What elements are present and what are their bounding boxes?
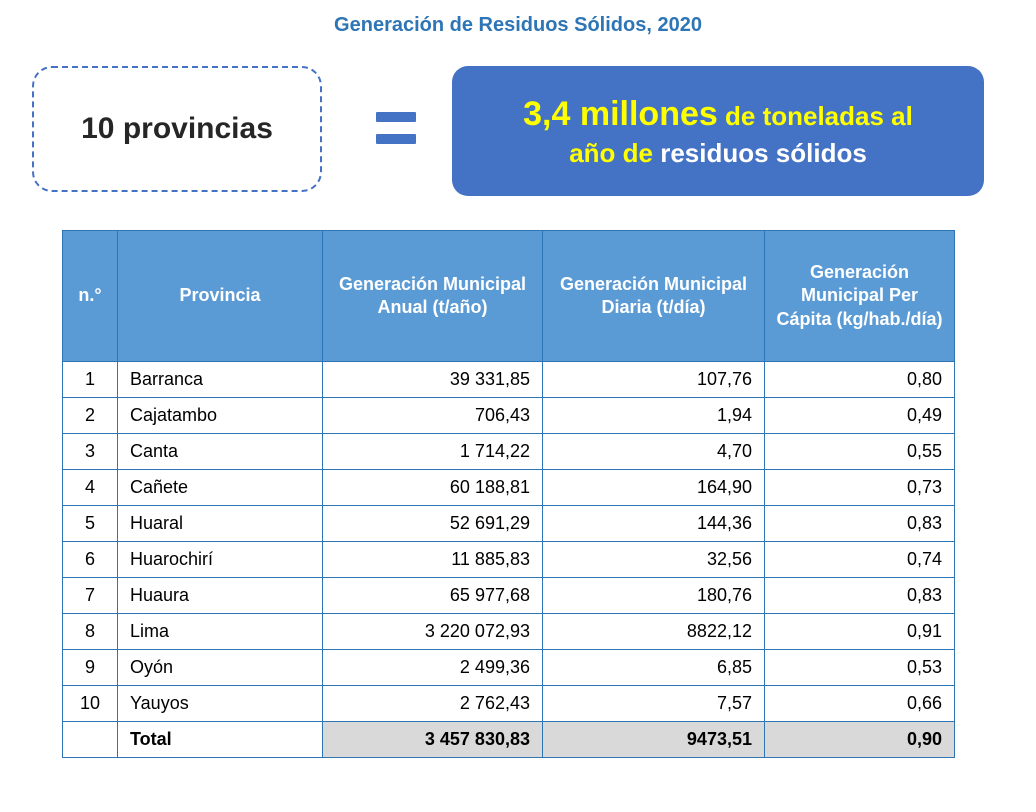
cell-percapita: 0,91 xyxy=(764,613,955,650)
cell-percapita: 0,66 xyxy=(764,685,955,722)
result-text-3: residuos sólidos xyxy=(652,138,867,168)
result-text-1: de toneladas al xyxy=(717,100,913,131)
cell-diaria: 4,70 xyxy=(542,433,765,470)
result-text-2: año de xyxy=(569,138,653,168)
cell-number: 5 xyxy=(62,505,118,542)
equals-bar-bottom xyxy=(376,134,416,144)
cell-percapita: 0,83 xyxy=(764,577,955,614)
cell-total-diaria: 9473,51 xyxy=(542,721,765,758)
table-row: 2 Cajatambo 706,43 1,94 0,49 xyxy=(62,397,955,434)
cell-percapita: 0,73 xyxy=(764,469,955,506)
cell-percapita: 0,49 xyxy=(764,397,955,434)
cell-number: 1 xyxy=(62,361,118,398)
table-row: 4 Cañete 60 188,81 164,90 0,73 xyxy=(62,469,955,506)
cell-anual: 706,43 xyxy=(322,397,543,434)
cell-provincia: Barranca xyxy=(117,361,323,398)
header-percapita: Generación Municipal Per Cápita (kg/hab.… xyxy=(764,230,955,362)
cell-anual: 11 885,83 xyxy=(322,541,543,578)
result-box: 3,4 millones de toneladas al año de resi… xyxy=(452,66,984,196)
cell-number: 2 xyxy=(62,397,118,434)
cell-diaria: 164,90 xyxy=(542,469,765,506)
cell-diaria: 180,76 xyxy=(542,577,765,614)
table-total-row: Total 3 457 830,83 9473,51 0,90 xyxy=(62,721,955,758)
cell-total-label: Total xyxy=(117,721,323,758)
result-amount: 3,4 millones xyxy=(523,94,718,133)
table-header-row: n.° Provincia Generación Municipal Anual… xyxy=(62,230,955,362)
cell-percapita: 0,53 xyxy=(764,649,955,686)
cell-diaria: 7,57 xyxy=(542,685,765,722)
cell-anual: 39 331,85 xyxy=(322,361,543,398)
table-row: 6 Huarochirí 11 885,83 32,56 0,74 xyxy=(62,541,955,578)
table-row: 1 Barranca 39 331,85 107,76 0,80 xyxy=(62,361,955,398)
page-title: Generación de Residuos Sólidos, 2020 xyxy=(334,14,702,36)
table-row: 8 Lima 3 220 072,93 8822,12 0,91 xyxy=(62,613,955,650)
cell-provincia: Cajatambo xyxy=(117,397,323,434)
header-diaria: Generación Municipal Diaria (t/día) xyxy=(542,230,765,362)
cell-percapita: 0,74 xyxy=(764,541,955,578)
cell-number: 7 xyxy=(62,577,118,614)
equals-bar-top xyxy=(376,112,416,122)
cell-diaria: 107,76 xyxy=(542,361,765,398)
cell-anual: 3 220 072,93 xyxy=(322,613,543,650)
cell-provincia: Lima xyxy=(117,613,323,650)
cell-anual: 52 691,29 xyxy=(322,505,543,542)
table-row: 3 Canta 1 714,22 4,70 0,55 xyxy=(62,433,955,470)
header-provincia: Provincia xyxy=(117,230,323,362)
cell-number: 6 xyxy=(62,541,118,578)
cell-number: 3 xyxy=(62,433,118,470)
provinces-count-label: 10 provincias xyxy=(81,112,273,145)
cell-diaria: 8822,12 xyxy=(542,613,765,650)
cell-number: 9 xyxy=(62,649,118,686)
cell-provincia: Huaura xyxy=(117,577,323,614)
cell-number: 8 xyxy=(62,613,118,650)
cell-percapita: 0,83 xyxy=(764,505,955,542)
provinces-count-box: 10 provincias xyxy=(32,66,322,192)
cell-number: 10 xyxy=(62,685,118,722)
cell-diaria: 6,85 xyxy=(542,649,765,686)
waste-generation-table: n.° Provincia Generación Municipal Anual… xyxy=(62,230,955,758)
table-row: 7 Huaura 65 977,68 180,76 0,83 xyxy=(62,577,955,614)
result-line-1: 3,4 millones de toneladas al xyxy=(523,93,913,136)
table-row: 9 Oyón 2 499,36 6,85 0,53 xyxy=(62,649,955,686)
cell-provincia: Cañete xyxy=(117,469,323,506)
cell-percapita: 0,55 xyxy=(764,433,955,470)
cell-total-percapita: 0,90 xyxy=(764,721,955,758)
table-row: 5 Huaral 52 691,29 144,36 0,83 xyxy=(62,505,955,542)
cell-total-blank xyxy=(62,721,118,758)
cell-anual: 2 499,36 xyxy=(322,649,543,686)
cell-diaria: 1,94 xyxy=(542,397,765,434)
result-line-2: año de residuos sólidos xyxy=(569,137,867,170)
cell-anual: 1 714,22 xyxy=(322,433,543,470)
cell-provincia: Huaral xyxy=(117,505,323,542)
cell-anual: 65 977,68 xyxy=(322,577,543,614)
cell-number: 4 xyxy=(62,469,118,506)
cell-provincia: Oyón xyxy=(117,649,323,686)
cell-anual: 60 188,81 xyxy=(322,469,543,506)
equals-sign-icon xyxy=(376,110,416,148)
cell-diaria: 32,56 xyxy=(542,541,765,578)
table-row: 10 Yauyos 2 762,43 7,57 0,66 xyxy=(62,685,955,722)
cell-provincia: Canta xyxy=(117,433,323,470)
header-anual: Generación Municipal Anual (t/año) xyxy=(322,230,543,362)
cell-total-anual: 3 457 830,83 xyxy=(322,721,543,758)
cell-provincia: Yauyos xyxy=(117,685,323,722)
cell-anual: 2 762,43 xyxy=(322,685,543,722)
cell-provincia: Huarochirí xyxy=(117,541,323,578)
header-number: n.° xyxy=(62,230,118,362)
cell-diaria: 144,36 xyxy=(542,505,765,542)
cell-percapita: 0,80 xyxy=(764,361,955,398)
